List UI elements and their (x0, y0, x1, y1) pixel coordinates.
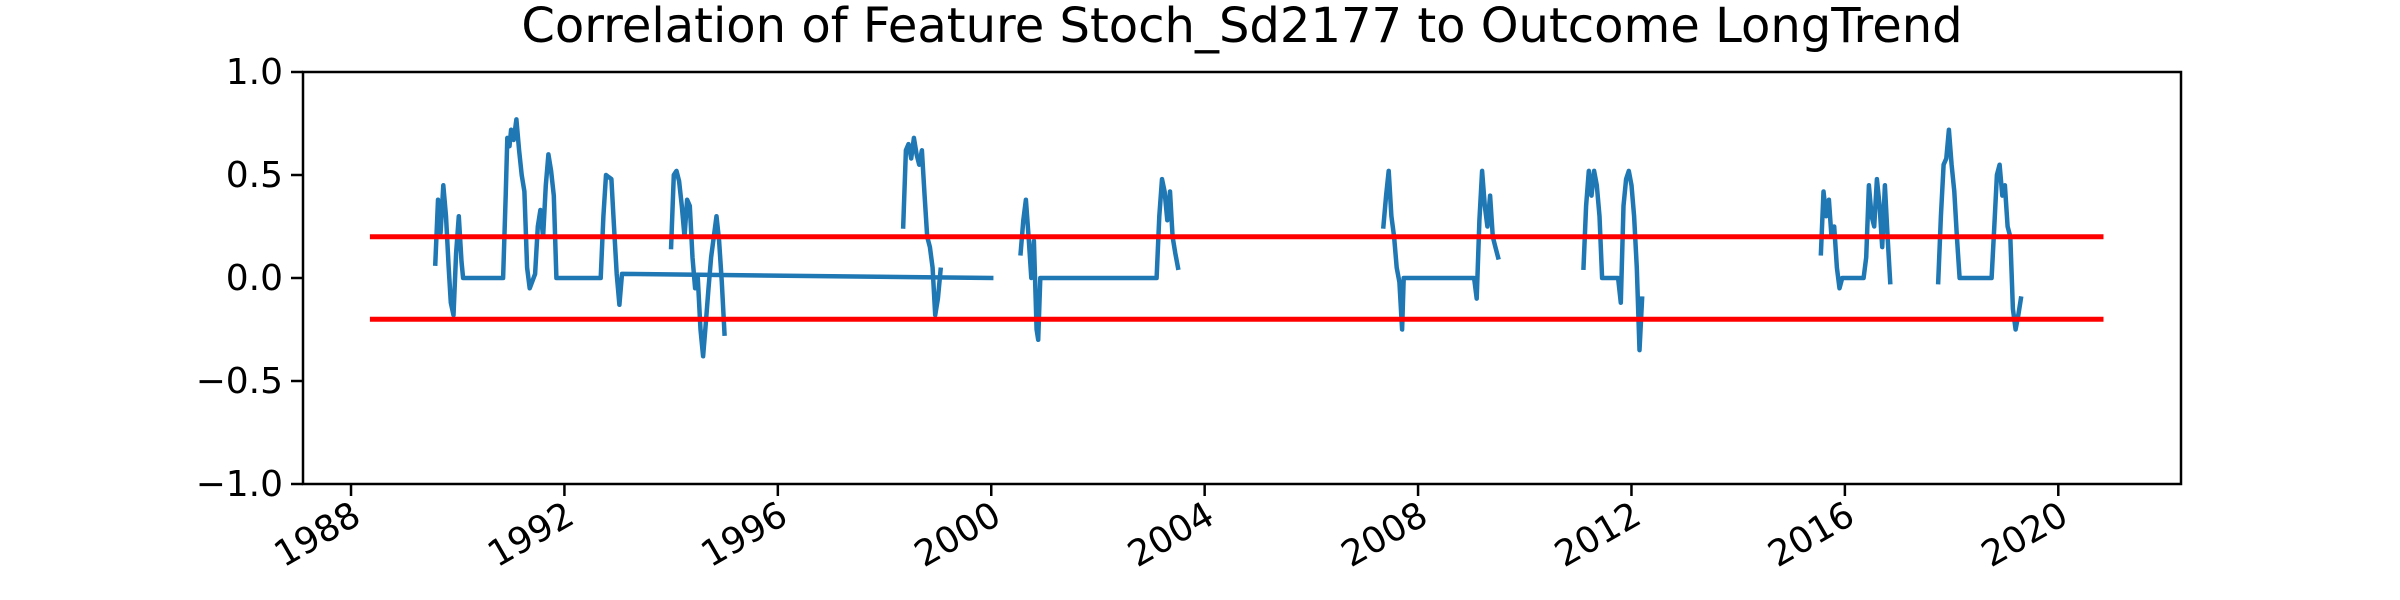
y-tick-label: 1.0 (226, 52, 283, 93)
correlation-line-segment (1935, 127, 2024, 332)
series-layer (369, 117, 2104, 359)
correlation-line-segment (668, 168, 727, 359)
y-tick-label: −0.5 (196, 361, 283, 402)
correlation-line-segment (900, 135, 944, 318)
y-tick-label: 0.5 (226, 155, 283, 196)
correlation-line-segment (1018, 176, 1181, 343)
y-tick-label: 0.0 (226, 258, 283, 299)
correlation-line-segment (1818, 176, 1893, 291)
correlation-line-segment (1380, 168, 1501, 332)
correlation-line-segment (1581, 168, 1645, 353)
chart-title: Correlation of Feature Stoch_Sd2177 to O… (521, 0, 1962, 54)
y-tick-label: −1.0 (196, 464, 283, 505)
correlation-line-segment (432, 117, 994, 318)
plot-frame (301, 70, 2183, 486)
